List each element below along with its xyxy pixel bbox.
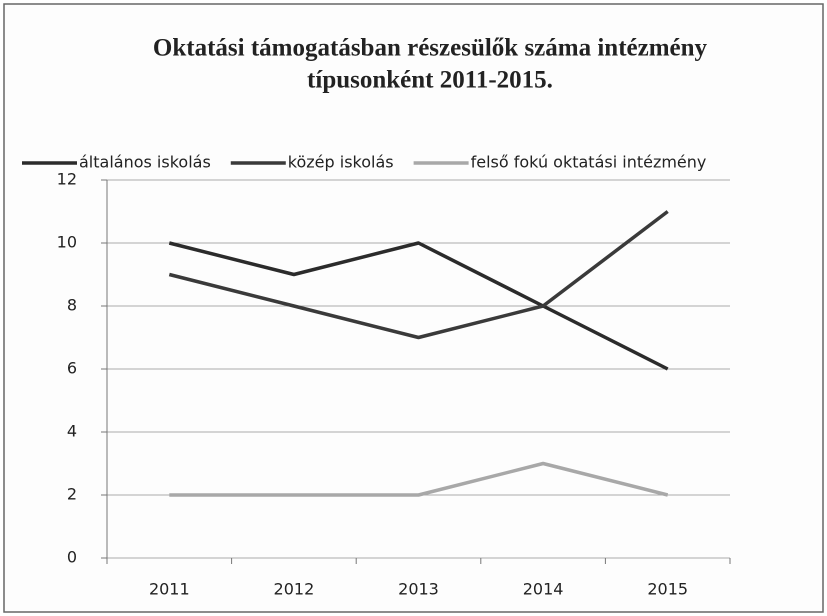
line-series xyxy=(168,241,669,371)
y-tick-label: 10 xyxy=(57,233,77,252)
legend-label: általános iskolás xyxy=(79,153,211,172)
y-tick-label: 0 xyxy=(67,548,77,567)
legend-label: közép iskolás xyxy=(288,153,394,172)
chart-title: Oktatási támogatásban részesülők száma i… xyxy=(153,35,708,62)
x-tick-label: 2013 xyxy=(398,580,439,599)
x-tick-label: 2012 xyxy=(274,580,315,599)
chart-frame xyxy=(3,3,824,613)
chart-title: típusonként 2011-2015. xyxy=(307,67,553,94)
y-tick-label: 4 xyxy=(67,422,77,441)
y-tick-label: 12 xyxy=(57,170,77,189)
x-tick-label: 2014 xyxy=(523,580,564,599)
line-series xyxy=(168,210,669,340)
y-tick-label: 6 xyxy=(67,359,77,378)
x-tick-label: 2011 xyxy=(149,580,190,599)
y-tick-label: 2 xyxy=(67,485,77,504)
line-series xyxy=(169,461,669,497)
x-tick-label: 2015 xyxy=(647,580,688,599)
legend-label: felső fokú oktatási intézmény xyxy=(471,153,707,172)
y-tick-label: 8 xyxy=(67,296,77,315)
